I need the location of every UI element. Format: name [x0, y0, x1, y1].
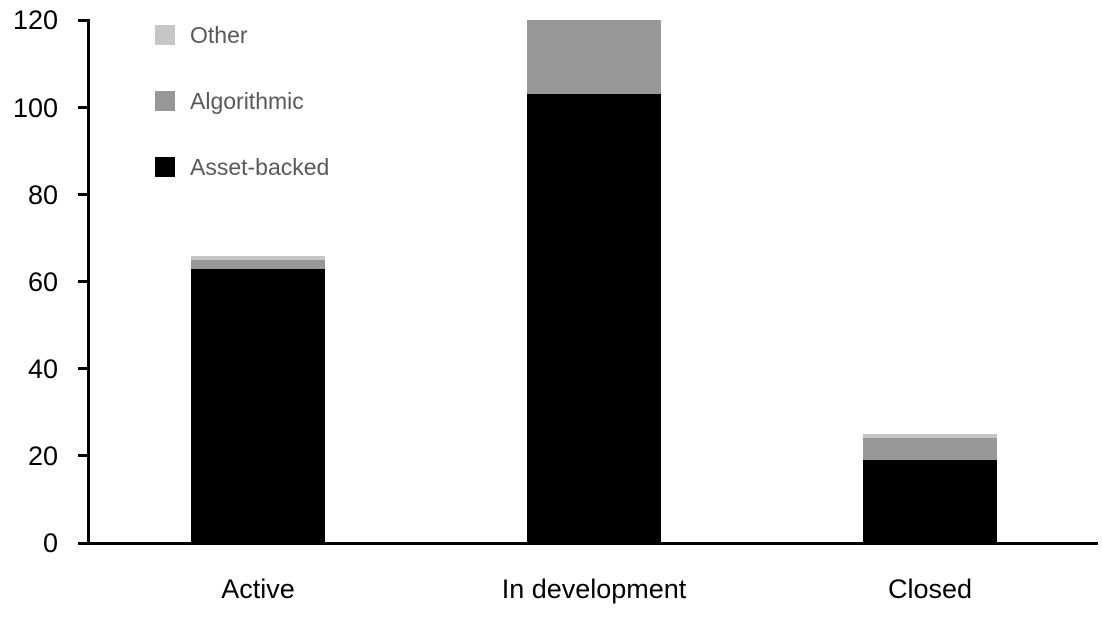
legend-swatch-algorithmic	[155, 91, 175, 111]
y-axis-line	[87, 18, 90, 545]
x-category-label: In development	[501, 574, 687, 604]
y-axis-tick	[78, 367, 90, 371]
y-tick-label: 100	[12, 92, 58, 123]
x-category-label: Active	[221, 574, 295, 604]
legend-swatch-asset-backed	[155, 157, 175, 177]
legend-label: Algorithmic	[190, 88, 304, 114]
legend-label: Other	[190, 22, 248, 48]
bar-segment-asset-backed	[863, 460, 997, 543]
y-axis-tick	[78, 18, 90, 22]
bar-segment-asset-backed	[191, 268, 325, 543]
bar-segment-algorithmic	[863, 438, 997, 461]
legend-swatch-other	[155, 25, 175, 45]
y-tick-label: 0	[42, 528, 58, 558]
x-axis-line	[78, 541, 1098, 545]
bar-segment-algorithmic	[191, 259, 325, 269]
legend-label: Asset-backed	[190, 154, 330, 180]
y-tick-label: 60	[27, 266, 58, 297]
y-tick-label: 20	[27, 440, 58, 471]
y-axis-tick	[78, 106, 90, 109]
y-tick-label: 80	[27, 179, 58, 210]
y-tick-label: 40	[27, 353, 58, 384]
bar-segment-algorithmic	[527, 20, 661, 95]
y-tick-label: 120	[12, 5, 58, 36]
bar-segment-other	[191, 255, 325, 260]
y-axis-tick	[78, 193, 90, 197]
x-category-label: Closed	[887, 574, 973, 604]
y-axis-tick	[78, 280, 90, 284]
bar-segment-asset-backed	[527, 94, 661, 543]
y-axis-tick	[78, 454, 90, 458]
bar-segment-other	[863, 434, 997, 439]
